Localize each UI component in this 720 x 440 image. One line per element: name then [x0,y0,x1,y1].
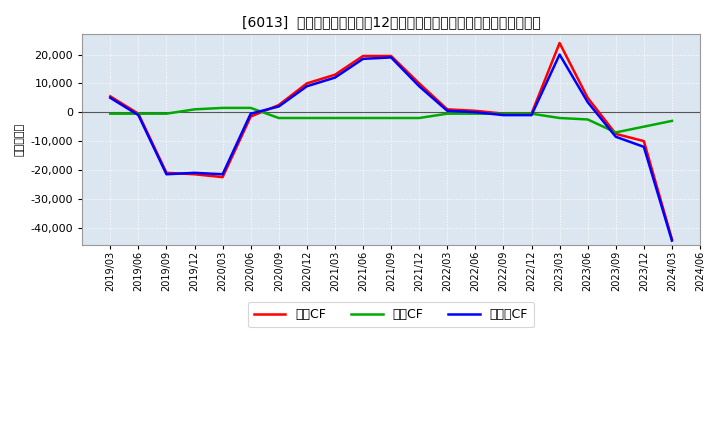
営業CF [611,131,620,136]
投資CF [330,115,339,121]
投資CF [302,115,311,121]
フリーCF [302,84,311,89]
営業CF [471,108,480,114]
営業CF [359,53,367,59]
Legend: 営業CF, 投資CF, フリーCF: 営業CF, 投資CF, フリーCF [248,302,534,327]
投資CF [667,118,676,124]
フリーCF [471,110,480,115]
フリーCF [330,75,339,80]
Y-axis label: （百万円）: （百万円） [15,123,25,156]
フリーCF [555,52,564,57]
営業CF [274,103,283,108]
フリーCF [583,99,592,105]
フリーCF [190,170,199,176]
投資CF [246,105,255,110]
投資CF [499,111,508,116]
Line: 営業CF: 営業CF [110,43,672,239]
フリーCF [415,84,423,89]
営業CF [583,95,592,100]
営業CF [246,114,255,119]
営業CF [667,237,676,242]
フリーCF [162,172,171,177]
営業CF [302,81,311,86]
フリーCF [106,95,114,100]
営業CF [190,172,199,177]
営業CF [415,81,423,86]
フリーCF [639,144,648,150]
営業CF [387,53,395,59]
投資CF [106,111,114,116]
投資CF [527,111,536,116]
営業CF [162,170,171,176]
フリーCF [387,55,395,60]
投資CF [471,111,480,116]
フリーCF [246,111,255,116]
営業CF [499,111,508,116]
営業CF [330,72,339,77]
投資CF [443,111,451,116]
フリーCF [274,104,283,109]
投資CF [555,115,564,121]
フリーCF [667,238,676,243]
営業CF [134,111,143,116]
営業CF [555,40,564,46]
投資CF [415,115,423,121]
投資CF [162,111,171,116]
Line: フリーCF: フリーCF [110,55,672,241]
フリーCF [527,113,536,118]
フリーCF [443,108,451,114]
営業CF [443,107,451,112]
営業CF [106,94,114,99]
投資CF [274,115,283,121]
投資CF [134,111,143,116]
営業CF [639,139,648,144]
フリーCF [134,113,143,118]
投資CF [190,107,199,112]
フリーCF [499,113,508,118]
投資CF [611,130,620,135]
営業CF [218,175,227,180]
投資CF [639,124,648,129]
Title: [6013]  キャッシュフローの12か月移動合計の対前年同期増減額の推移: [6013] キャッシュフローの12か月移動合計の対前年同期増減額の推移 [242,15,541,29]
投資CF [218,105,227,110]
フリーCF [359,56,367,62]
フリーCF [218,172,227,177]
Line: 投資CF: 投資CF [110,108,672,132]
営業CF [527,111,536,116]
フリーCF [611,134,620,139]
投資CF [583,117,592,122]
投資CF [359,115,367,121]
投資CF [387,115,395,121]
